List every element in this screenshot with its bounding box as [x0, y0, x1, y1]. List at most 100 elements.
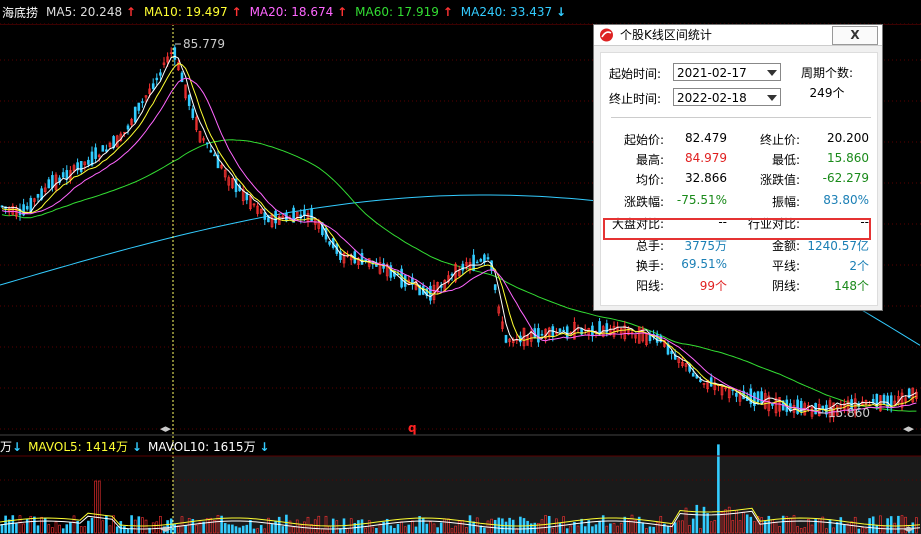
candle-body [447, 275, 450, 283]
start-time-value: 2021-02-17 [677, 66, 747, 80]
volume-bar [681, 520, 684, 534]
candle-body [508, 338, 511, 343]
volume-bar [429, 521, 432, 534]
volume-bar [454, 525, 457, 534]
dialog-body: 起始时间: 2021-02-17 终止时间: 2022-02-18 周期个数: … [600, 52, 878, 306]
candle-body [472, 254, 475, 271]
volume-bar [18, 515, 22, 534]
ma10-value: 19.497 [185, 5, 228, 19]
volume-bar [155, 521, 159, 534]
stock-name[interactable]: 海底捞 [2, 5, 39, 20]
volume-bar [663, 523, 666, 534]
indicator-mavol10[interactable]: MAVOL10: 1615万 ↓ [148, 438, 270, 455]
volume-bar [843, 524, 846, 534]
candle-body [904, 397, 907, 402]
volume-bar [573, 522, 576, 534]
candle-body [641, 328, 645, 342]
volume-bar [137, 516, 141, 534]
volume-bar [580, 518, 583, 534]
volume-bar [526, 520, 529, 534]
candle-body [245, 192, 249, 201]
volume-bar [767, 515, 771, 534]
volume-bar [414, 526, 418, 534]
volume-bar [900, 515, 904, 534]
indicator-ma5[interactable]: MA5: 20.248 ↑ [46, 5, 136, 19]
volume-bar [126, 528, 130, 534]
volume-bar [738, 520, 742, 534]
volume-bar [22, 523, 25, 534]
volume-bar [605, 525, 609, 534]
candle-body [915, 391, 918, 399]
drag-handle-left-icon[interactable]: ◂▸ [160, 422, 172, 435]
volume-bar [378, 523, 382, 534]
stats-row: 涨跌幅: -75.51% 振幅: 83.80% [601, 191, 877, 211]
candle-body [580, 328, 583, 335]
arrow-down-icon: ↓ [12, 439, 23, 454]
stat-value: -62.279 [822, 171, 869, 185]
vol-drag-handle-right-icon[interactable]: ◂▸ [903, 522, 915, 534]
volume-bar [691, 518, 695, 534]
volume-bar [69, 522, 72, 534]
candle-body [249, 195, 252, 210]
volume-bar [223, 523, 227, 534]
indicator-ma10[interactable]: MA10: 19.497 ↑ [144, 5, 242, 19]
stat-value: 32.866 [685, 171, 727, 185]
volume-bar [709, 521, 713, 534]
volume-bar [504, 521, 508, 534]
volume-bar [72, 515, 76, 534]
volume-bar [94, 480, 97, 534]
candle-body [771, 403, 774, 406]
indicator-ma60[interactable]: MA60: 17.919 ↑ [355, 5, 453, 19]
stat-value: 2个 [849, 259, 869, 273]
candle-body [227, 177, 231, 186]
arrow-up-icon: ↑ [231, 5, 242, 19]
mavol5-line [0, 507, 921, 527]
volume-bar [853, 516, 857, 534]
start-time-select[interactable]: 2021-02-17 [673, 63, 781, 81]
candle-body [105, 149, 108, 152]
dialog-title-bar[interactable]: 个股K线区间统计 X [594, 25, 882, 46]
volume-bar [90, 517, 94, 534]
candle-body [634, 334, 637, 339]
arrow-down-icon: ↓ [259, 439, 270, 454]
volume-bar [166, 520, 169, 534]
indicator-mavol5[interactable]: MAVOL5: 1414万 ↓ [28, 438, 142, 455]
candle-body [11, 206, 15, 215]
indicator-ma20[interactable]: MA20: 18.674 ↑ [250, 5, 348, 19]
stat-label: 行业对比: [747, 217, 800, 231]
volume-bar [825, 528, 828, 534]
candle-body [364, 259, 367, 262]
q-marker: q [408, 421, 417, 435]
drag-handle-right-icon[interactable]: ◂▸ [903, 422, 915, 435]
candle-body [43, 187, 47, 192]
vol-drag-handle-left-icon[interactable]: ◂▸ [160, 522, 172, 534]
indicator-ma240[interactable]: MA240: 33.437 ↓ [461, 5, 566, 19]
volume-bar [245, 524, 249, 534]
candle-body [403, 275, 407, 287]
stat-label: 涨跌值: [759, 173, 800, 187]
volume-bar [828, 519, 832, 534]
volume-bar [313, 519, 317, 534]
candle-body [450, 273, 454, 276]
grid-lines [0, 23, 921, 506]
candle-body [483, 254, 486, 263]
stats-row: 换手: 69.51% 平线: 2个 [601, 255, 877, 275]
candle-body [213, 154, 216, 157]
candle-body [76, 162, 79, 171]
volume-bar [36, 525, 40, 534]
candle-body [187, 95, 191, 106]
volume-bar [648, 526, 652, 534]
end-time-select[interactable]: 2022-02-18 [673, 88, 781, 106]
close-button[interactable]: X [832, 26, 878, 45]
volume-bar [389, 525, 393, 534]
candle-body [810, 406, 814, 417]
candle-body [796, 399, 799, 414]
volume-bar [713, 520, 717, 534]
volume-bar [292, 526, 295, 534]
candle-body [875, 393, 879, 408]
candle-body [835, 405, 839, 416]
candle-body [123, 131, 126, 134]
vol-unit[interactable]: 万↓ [0, 438, 22, 455]
candle-body [465, 262, 468, 267]
